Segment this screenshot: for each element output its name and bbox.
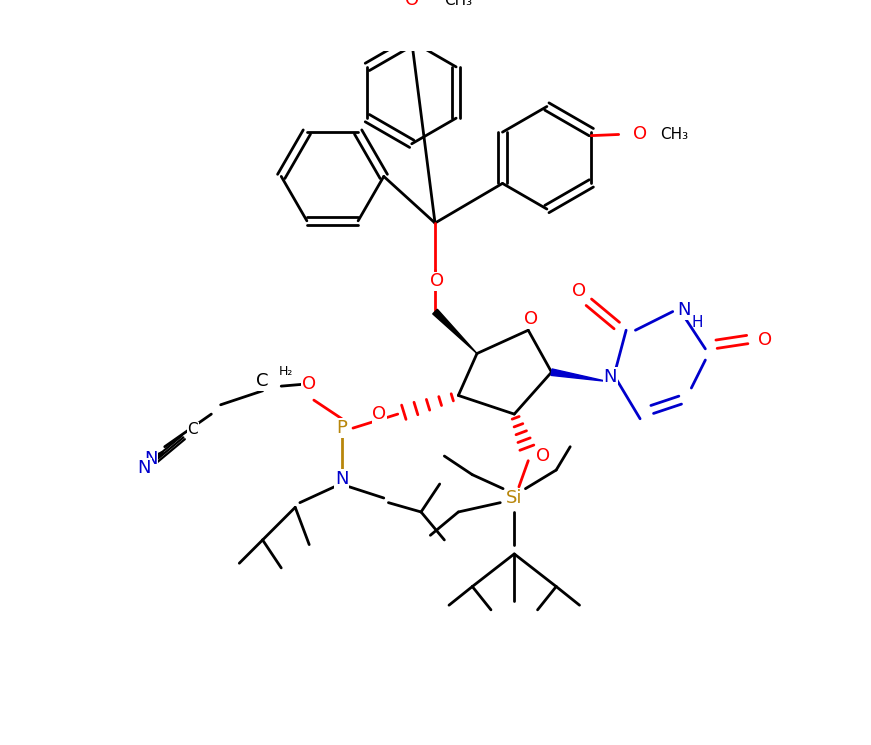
Text: Si: Si	[506, 489, 523, 507]
Text: C: C	[256, 372, 269, 390]
Text: H₂: H₂	[279, 365, 293, 378]
Text: O: O	[429, 273, 444, 291]
Polygon shape	[433, 309, 477, 354]
Text: N: N	[335, 470, 348, 489]
Text: P: P	[336, 419, 348, 437]
Text: O: O	[572, 282, 586, 300]
Text: C: C	[187, 422, 198, 437]
Text: O: O	[536, 447, 550, 465]
Text: N: N	[144, 450, 158, 468]
Text: CH₃: CH₃	[660, 127, 689, 142]
Text: H: H	[692, 315, 703, 330]
Text: O: O	[759, 331, 773, 349]
Text: O: O	[632, 125, 647, 144]
Polygon shape	[551, 369, 607, 381]
Text: O: O	[302, 375, 316, 393]
Text: N: N	[138, 459, 151, 477]
Text: O: O	[405, 0, 419, 9]
Text: O: O	[524, 310, 538, 328]
Text: N: N	[604, 368, 617, 386]
Text: CH₃: CH₃	[444, 0, 472, 7]
Text: N: N	[678, 301, 691, 319]
Text: O: O	[373, 405, 387, 423]
